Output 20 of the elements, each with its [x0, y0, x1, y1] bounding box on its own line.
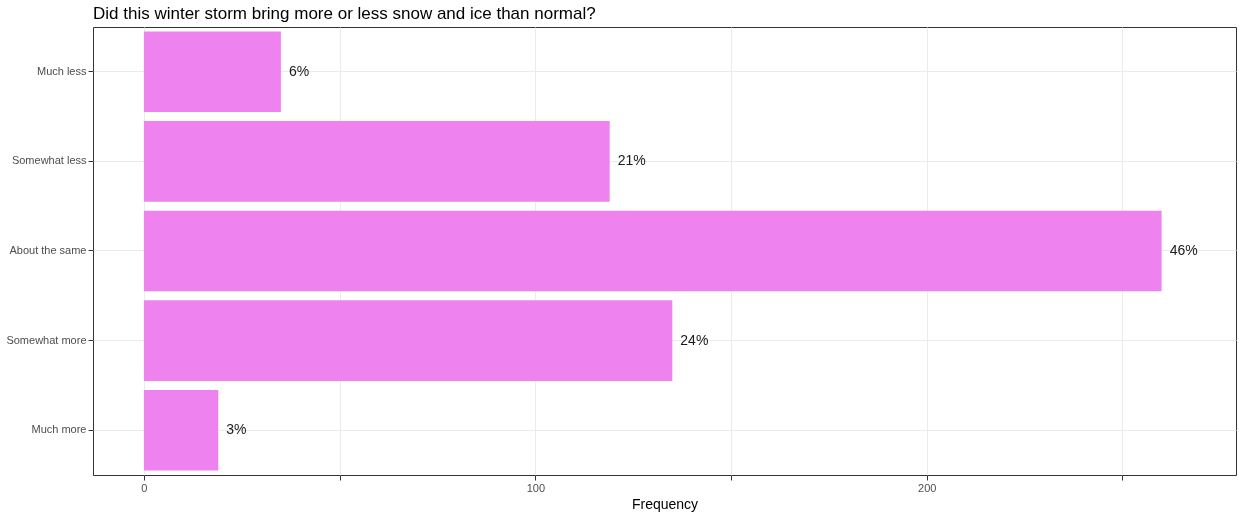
x-tick-label: 200 [918, 481, 937, 494]
x-tick-label: 100 [526, 481, 546, 494]
annotation: 46% [1169, 242, 1198, 258]
bar [143, 389, 219, 471]
bar [143, 31, 281, 113]
y-tick-label: Somewhat less [11, 154, 87, 167]
annotation: 6% [288, 62, 310, 79]
y-tick-label: Much less [36, 64, 87, 77]
annotation: 24% [680, 331, 709, 348]
x-axis-title: Frequency [631, 495, 699, 512]
x-tick-label: 0 [141, 481, 148, 494]
y-tick-label: About the same [9, 244, 87, 256]
bar [143, 300, 673, 381]
bar [143, 210, 1162, 292]
y-tick-label: Much more [31, 423, 87, 436]
annotation: 21% [617, 152, 646, 169]
annotation: 3% [226, 421, 247, 438]
chart-title: Did this winter storm bring more or less snow and ice than normal? [93, 4, 596, 23]
y-tick-label: Somewhat more [6, 333, 87, 346]
bar [143, 121, 610, 202]
